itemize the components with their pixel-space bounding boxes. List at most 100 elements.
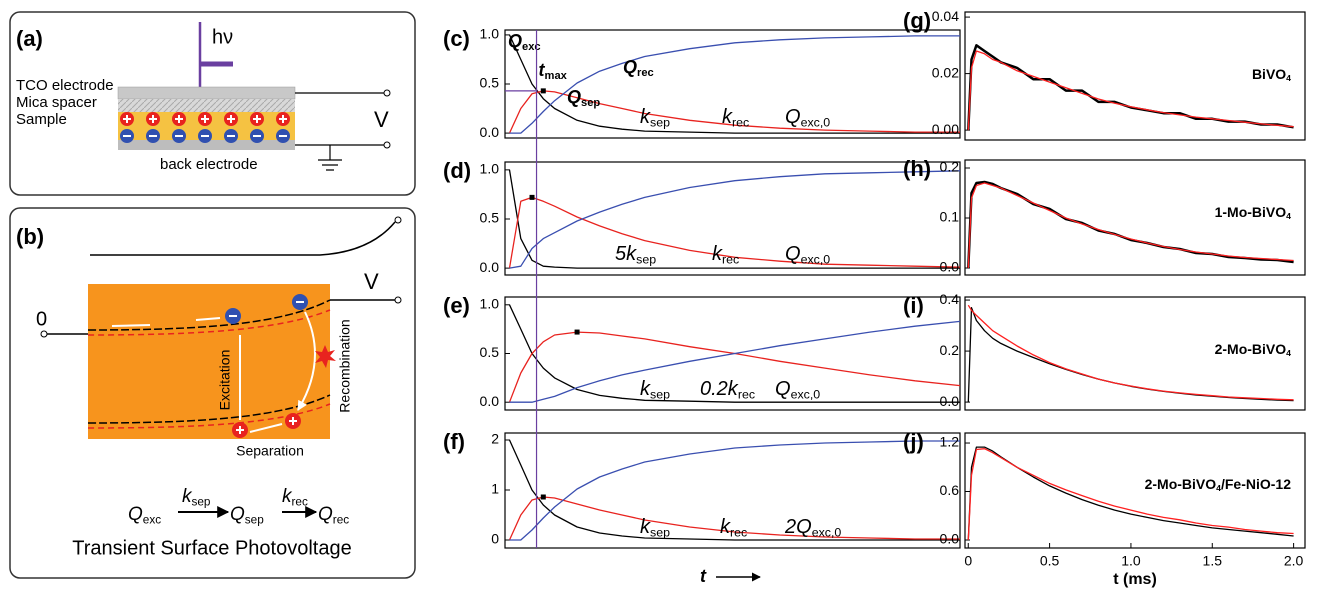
valence-band [87,394,331,424]
text-part: rec [292,495,308,508]
terminal [383,89,391,97]
text-part: exc [143,513,161,526]
series-label: Qsep [567,87,600,109]
carrier-arrows [111,311,316,433]
text-part: rec [637,67,654,79]
curve [508,34,960,134]
text-part: exc,0 [812,526,842,540]
curve [509,35,960,134]
panel-label: (b) [16,224,44,249]
y-tick-label: 1.0 [480,161,500,177]
tco-electrode [117,86,296,100]
y-tick-label: 0.2 [940,342,960,358]
charges [120,112,290,143]
recombination-star [315,345,336,368]
y-tick-label: 0.00 [932,121,959,137]
y-tick-label: 0.5 [480,75,500,91]
tmax-label: tmax [539,60,568,82]
zero-label: 0 [36,308,47,330]
annotation: Qexc,0 [785,243,830,267]
y-tick-label: 0.6 [940,482,960,498]
scheme-q-sep: Qsep [230,504,264,526]
text-part: k [712,243,723,265]
text-part: sep [650,116,670,130]
terminal [394,216,402,224]
panel-label: (a) [16,26,43,51]
curve [967,448,1294,541]
peak-marker [540,494,546,500]
recombination-label: Recombination [337,319,353,412]
terminal [383,141,391,149]
curve [509,440,960,541]
y-tick-label: 0.5 [480,344,500,360]
text-part: rec [333,513,349,526]
text-part: Q [567,87,581,107]
panel-label: (g) [903,8,931,33]
plot-frame [964,432,1306,549]
curve [509,170,961,269]
y-tick-label: 0.2 [940,159,960,175]
curve [508,496,960,541]
charge-sign [175,115,183,123]
text-part: 5k [615,243,637,265]
text-part: Q [785,243,801,265]
text-part: sep [650,388,670,402]
text-part: k [640,516,651,538]
voltage-label: V [374,107,389,132]
annotation: ksep [640,378,670,402]
annotation: krec [722,106,749,130]
peak-marker [529,194,535,200]
text-part: rec [730,526,747,540]
ground [318,145,342,171]
text-part: t [539,60,546,80]
annotation: 5ksep [615,243,656,267]
y-tick-label: 1.0 [480,26,500,42]
text-part: max [545,70,568,82]
text-part: sep [581,97,600,109]
panel-label: (j) [903,429,924,454]
sample-title: BiVO4 [1252,66,1291,84]
annotation: krec [720,516,747,540]
text-part: exc [522,41,541,53]
text-part: 2-Mo-BiVO [1145,476,1217,492]
text-part: /Fe-NiO-12 [1221,476,1291,492]
y-tick-label: 0.0 [940,259,960,275]
y-tick-label: 0.0 [480,124,500,140]
text-part: sep [192,495,211,508]
curve [967,446,1294,541]
curve [509,320,961,403]
text-part: sep [650,526,670,540]
y-tick-label: 0.5 [480,210,500,226]
text-part: Q [128,504,143,525]
back-electrode [118,140,295,150]
terminal [394,296,402,304]
plot-frame [964,11,1306,141]
conduction-band [87,299,331,331]
annotation: 2Qexc,0 [784,516,841,540]
x-tick-label: 0 [964,553,972,569]
separation-label: Separation [236,443,304,459]
x-axis-label: t [700,566,707,586]
y-tick-label: 0 [491,531,499,547]
annotation: 0.2krec [700,378,755,402]
text-part: rec [732,116,749,130]
charge-sign [253,115,261,123]
scheme-k-rec: krec [282,486,308,508]
curve [508,90,960,134]
peak-marker [574,329,580,335]
y-tick-label: 1.2 [940,434,960,450]
text-part: 2-Mo-BiVO [1215,341,1287,357]
text-part: Q [230,504,245,525]
plot-frame [964,296,1306,411]
text-part: sep [636,253,656,267]
tco-label: TCO electrode [16,77,114,94]
quasi-fermi-level [87,403,331,429]
x-axis-label: t (ms) [1113,571,1157,588]
text-part: 4 [1286,73,1291,83]
voltage-label: V [364,269,379,294]
y-tick-label: 0.0 [940,393,960,409]
panel-label: (c) [443,26,470,51]
text-part: sep [245,513,264,526]
curve [967,50,1294,131]
y-tick-label: 0.02 [932,64,959,80]
